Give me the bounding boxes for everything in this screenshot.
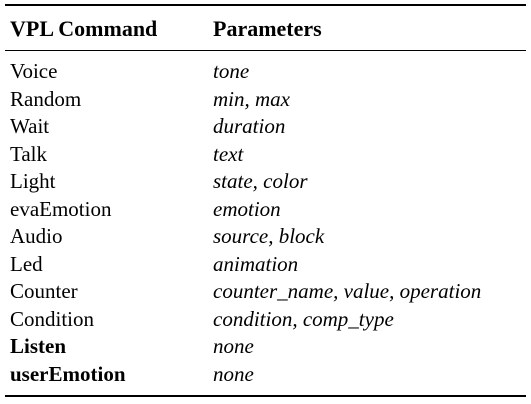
table-row: Audio source, block <box>0 223 531 251</box>
parameters-cell: counter_name, value, operation <box>213 279 482 303</box>
command-cell: Light <box>10 169 56 193</box>
header-parameters: Parameters <box>213 16 322 41</box>
table-row: userEmotion none <box>0 361 531 389</box>
command-cell: Listen <box>10 334 67 358</box>
table-row: Light state, color <box>0 168 531 196</box>
command-cell: Wait <box>10 114 50 138</box>
parameters-cell: condition, comp_type <box>213 306 394 331</box>
parameters-cell: none <box>213 361 254 386</box>
table-bottom-rule <box>5 395 526 397</box>
command-cell: Counter <box>10 279 78 303</box>
table-row: evaEmotion emotion <box>0 196 531 224</box>
parameters-cell: none <box>213 334 254 358</box>
command-cell: Voice <box>10 59 58 83</box>
table-row: Voice tone <box>0 58 531 86</box>
command-cell: Condition <box>10 306 95 331</box>
parameters-cell: animation <box>213 251 299 276</box>
parameters-cell: tone <box>213 59 250 83</box>
command-cell: Audio <box>10 224 63 248</box>
parameters-cell: source, block <box>213 224 325 248</box>
table-row: Condition condition, comp_type <box>0 306 531 334</box>
parameters-cell: emotion <box>213 196 281 221</box>
table-row: Led animation <box>0 251 531 279</box>
table-row: Random min, max <box>0 86 531 114</box>
table-row: Counter counter_name, value, operation <box>0 278 531 306</box>
parameters-cell: duration <box>213 114 286 138</box>
command-cell: Talk <box>10 141 48 166</box>
table-row: Talk text <box>0 141 531 169</box>
table-header-row: VPL Command Parameters <box>0 14 531 44</box>
parameters-cell: state, color <box>213 169 308 193</box>
command-cell: Random <box>10 86 82 111</box>
command-cell: userEmotion <box>10 361 126 386</box>
table-row: Listen none <box>0 333 531 361</box>
table-top-rule <box>5 4 526 6</box>
table-header-rule <box>5 50 526 51</box>
table-body: Voice tone Random min, max Wait duration… <box>0 58 531 388</box>
parameters-cell: text <box>213 141 244 166</box>
header-vpl-command: VPL Command <box>10 16 158 41</box>
parameters-cell: min, max <box>213 86 290 111</box>
table-row: Wait duration <box>0 113 531 141</box>
command-cell: Led <box>10 251 43 276</box>
command-cell: evaEmotion <box>10 196 112 221</box>
